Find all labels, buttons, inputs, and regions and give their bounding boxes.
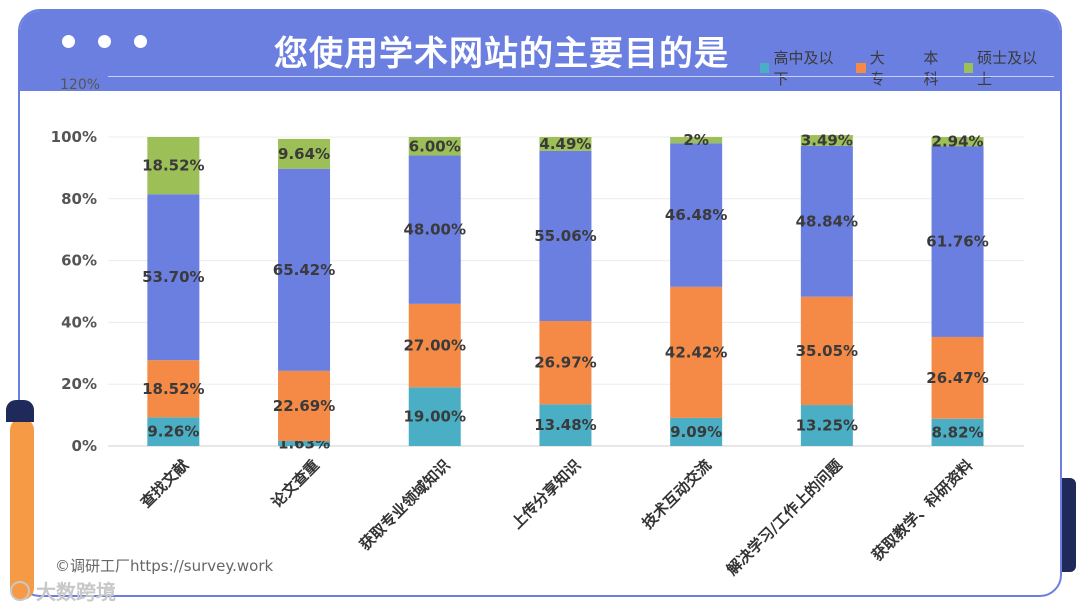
data-label-2-0: 19.00% <box>404 408 466 426</box>
x-tick-label-3: 上传分享知识 <box>508 456 584 532</box>
x-tick-label-0: 查找文献 <box>137 456 192 511</box>
x-tick-label-5: 解决学习/工作上的问题 <box>723 455 846 578</box>
data-label-2-2: 48.00% <box>404 221 466 239</box>
legend-item-0: 高中及以下 <box>760 47 844 89</box>
data-label-4-1: 42.42% <box>665 343 727 361</box>
legend-item-1: 大专 <box>856 47 898 89</box>
x-tick-label-2: 获取专业领域知识 <box>356 456 454 554</box>
legend-label-2: 本科 <box>923 49 939 88</box>
bar-3-0 <box>539 404 592 446</box>
bar-1-0 <box>278 440 331 446</box>
data-label-4-0: 9.09% <box>670 423 722 441</box>
data-label-0-3: 18.52% <box>142 157 204 175</box>
header-divider <box>108 76 1054 77</box>
legend-label-3: 硕士及以上 <box>977 49 1038 88</box>
y-tick-label-0: 0% <box>72 437 97 455</box>
data-label-0-1: 18.52% <box>142 380 204 398</box>
bar-4-1 <box>670 286 723 418</box>
bar-0-0 <box>147 417 200 446</box>
header-band: 您使用学术网站的主要目的是 高中及以下 大专 本科 硕士及以上 <box>20 11 1060 91</box>
decorative-pencil <box>6 400 34 600</box>
legend-swatch-1 <box>856 63 866 73</box>
data-label-4-3: 2% <box>683 131 708 149</box>
legend-item-3: 硕士及以上 <box>963 47 1048 89</box>
bar-3-3 <box>539 137 592 151</box>
data-label-6-0: 8.82% <box>932 423 984 441</box>
decorative-tab <box>1062 478 1076 572</box>
bar-2-3 <box>408 137 461 156</box>
y-tick-label-3: 60% <box>61 252 97 270</box>
window-dot-3 <box>134 35 147 48</box>
data-label-2-1: 27.00% <box>404 337 466 355</box>
y-tick-label-120: 120% <box>60 77 101 93</box>
data-label-5-0: 13.25% <box>796 417 858 435</box>
watermark: ©调研工厂https://survey.work <box>55 557 274 575</box>
bar-0-3 <box>147 137 200 195</box>
bar-6-2 <box>931 146 984 337</box>
legend-item-2: 本科 <box>910 47 952 89</box>
data-label-3-2: 55.06% <box>534 227 596 245</box>
data-label-3-3: 4.49% <box>539 135 591 153</box>
brand-logo: 大数跨境 <box>10 576 116 605</box>
y-tick-label-1: 20% <box>61 375 97 393</box>
x-tick-label-6: 获取教学、科研资料 <box>868 456 976 564</box>
x-tick-label-4: 技术互动交流 <box>639 456 715 532</box>
window-dot-1 <box>62 35 75 48</box>
data-label-1-3: 9.64% <box>278 145 330 163</box>
data-label-6-1: 26.47% <box>926 369 988 387</box>
data-label-2-3: 6.00% <box>409 137 461 155</box>
bar-5-2 <box>800 145 853 297</box>
y-tick-label-2: 40% <box>61 313 97 331</box>
data-label-1-1: 22.69% <box>273 397 335 415</box>
data-label-6-3: 2.94% <box>932 133 984 151</box>
data-label-0-0: 9.26% <box>147 423 199 441</box>
bar-4-0 <box>670 417 723 446</box>
brand-text: 大数跨境 <box>36 580 116 604</box>
bar-3-1 <box>539 321 592 405</box>
data-label-0-2: 53.70% <box>142 268 204 286</box>
bar-0-1 <box>147 360 200 418</box>
bar-5-1 <box>800 296 853 406</box>
bar-2-1 <box>408 303 461 388</box>
y-tick-label-4: 80% <box>61 190 97 208</box>
data-label-4-2: 46.48% <box>665 206 727 224</box>
data-label-3-1: 26.97% <box>534 354 596 372</box>
bar-2-2 <box>408 155 461 304</box>
data-label-5-2: 48.84% <box>796 212 858 230</box>
bar-3-2 <box>539 150 592 322</box>
bar-4-2 <box>670 143 723 287</box>
legend-label-0: 高中及以下 <box>773 49 834 88</box>
y-tick-label-5: 100% <box>51 128 97 146</box>
window-dot-2 <box>98 35 111 48</box>
legend-swatch-0 <box>760 63 770 73</box>
pencil-cap <box>6 400 34 422</box>
legend-swatch-3 <box>963 63 974 73</box>
data-label-3-0: 13.48% <box>534 416 596 434</box>
data-label-5-3: 3.49% <box>801 131 853 149</box>
bar-6-0 <box>931 418 984 446</box>
x-tick-label-1: 论文查重 <box>268 456 323 511</box>
bar-2-0 <box>408 387 461 446</box>
bar-6-3 <box>931 137 984 147</box>
bar-1-3 <box>278 138 331 169</box>
legend-label-1: 大专 <box>869 49 885 88</box>
data-label-1-2: 65.42% <box>273 261 335 279</box>
bar-0-2 <box>147 194 200 361</box>
bar-5-0 <box>800 405 853 446</box>
bar-1-2 <box>278 168 331 371</box>
legend: 高中及以下 大专 本科 硕士及以上 <box>760 47 1060 89</box>
bar-6-1 <box>931 336 984 419</box>
bar-1-1 <box>278 370 331 441</box>
data-label-6-2: 61.76% <box>926 233 988 251</box>
bar-4-3 <box>670 137 723 144</box>
bar-5-3 <box>800 135 853 146</box>
legend-swatch-2 <box>910 63 920 73</box>
chart-title: 您使用学术网站的主要目的是 <box>274 34 729 74</box>
pencil-body <box>10 418 34 600</box>
data-label-5-1: 35.05% <box>796 342 858 360</box>
brand-icon <box>10 580 30 601</box>
